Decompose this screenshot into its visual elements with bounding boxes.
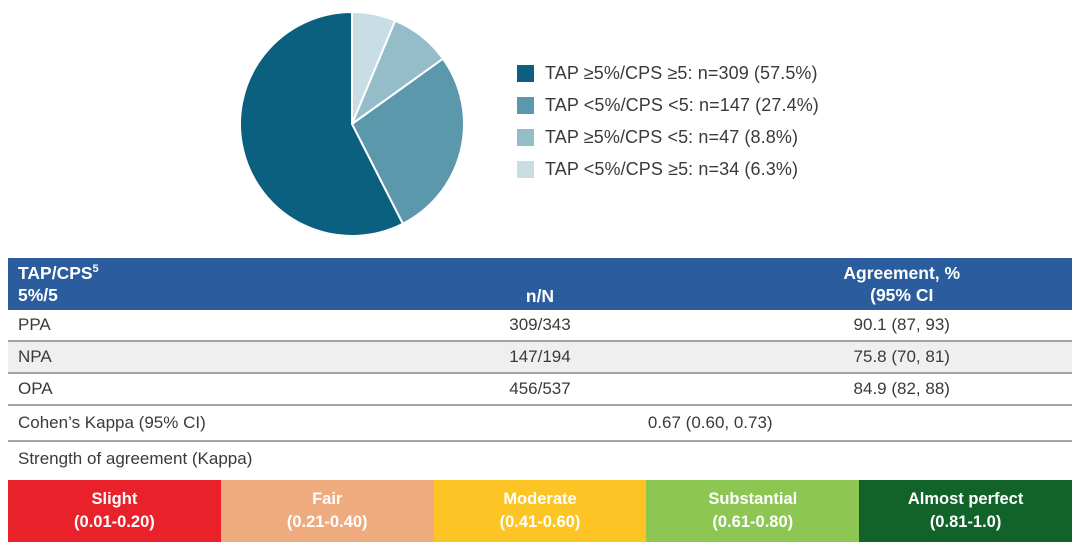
- scale-label: Almost perfect: [907, 489, 1024, 508]
- kappa-scale-bar: Slight (0.01-0.20) Fair (0.21-0.40) Mode…: [8, 480, 1072, 542]
- legend-swatch-icon: [517, 96, 534, 114]
- row-nN: 456/537: [509, 379, 571, 398]
- header-agreement-line2: (95% CI: [870, 284, 934, 305]
- strength-of-agreement-row: Strength of agreement (Kappa): [8, 442, 1072, 476]
- scale-range: (0.21-0.40): [286, 513, 368, 531]
- scale-segment-slight: Slight (0.01-0.20): [8, 480, 221, 542]
- pie-chart: [238, 10, 465, 237]
- legend-item: TAP <5%/CPS <5: n=147 (27.4%): [517, 89, 819, 121]
- header-threshold-text: 5%/5: [18, 284, 58, 305]
- scale-segment-substantial: Substantial (0.61-0.80): [646, 480, 860, 542]
- table-row: NPA 147/194 75.8 (70, 81): [8, 342, 1072, 374]
- kappa-value: 0.67 (0.60, 0.73): [647, 413, 773, 432]
- row-label: PPA: [18, 315, 51, 334]
- header-col-nN: n/N: [525, 285, 555, 306]
- kappa-label: Cohen’s Kappa (95% CI): [18, 413, 206, 432]
- table-header: TAP/CPS5 5%/5 n/N Agreement, % (95% CI: [8, 258, 1072, 310]
- scale-label: Slight: [91, 489, 138, 508]
- legend-swatch-icon: [517, 128, 534, 146]
- legend-item: TAP ≥5%/CPS ≥5: n=309 (57.5%): [517, 57, 819, 89]
- legend-item: TAP <5%/CPS ≥5: n=34 (6.3%): [517, 153, 819, 185]
- row-nN: 309/343: [509, 315, 571, 334]
- header-col-tap-cps: TAP/CPS5 5%/5: [8, 258, 348, 312]
- legend-swatch-icon: [517, 64, 534, 82]
- table-row: PPA 309/343 90.1 (87, 93): [8, 310, 1072, 342]
- agreement-table: TAP/CPS5 5%/5 n/N Agreement, % (95% CI P…: [8, 258, 1072, 476]
- scale-segment-moderate: Moderate (0.41-0.60): [433, 480, 647, 542]
- row-nN: 147/194: [509, 347, 571, 366]
- header-footnote-sup: 5: [92, 263, 99, 276]
- scale-segment-almost-perfect: Almost perfect (0.81-1.0): [859, 480, 1072, 542]
- legend-label: TAP <5%/CPS <5: n=147 (27.4%): [545, 94, 819, 115]
- row-label: OPA: [18, 379, 53, 398]
- header-col-agreement: Agreement, % (95% CI: [732, 258, 1072, 312]
- strength-label: Strength of agreement (Kappa): [18, 449, 253, 468]
- legend-label: TAP ≥5%/CPS ≥5: n=309 (57.5%): [545, 62, 818, 83]
- scale-label: Fair: [312, 489, 343, 508]
- scale-label: Substantial: [708, 489, 798, 508]
- scale-label: Moderate: [503, 489, 577, 508]
- pie-slice: [350, 57, 465, 226]
- legend-item: TAP ≥5%/CPS <5: n=47 (8.8%): [517, 121, 819, 153]
- scale-range: (0.61-0.80): [712, 513, 794, 531]
- table-row: OPA 456/537 84.9 (82, 88): [8, 374, 1072, 406]
- row-agreement: 90.1 (87, 93): [853, 315, 950, 334]
- scale-segment-fair: Fair (0.21-0.40): [220, 480, 434, 542]
- legend-label: TAP ≥5%/CPS <5: n=47 (8.8%): [545, 126, 799, 147]
- scale-range: (0.01-0.20): [74, 513, 155, 531]
- legend-label: TAP <5%/CPS ≥5: n=34 (6.3%): [545, 158, 799, 179]
- scale-range: (0.41-0.60): [499, 513, 581, 531]
- pie-slice: [238, 10, 405, 237]
- pie-chart-wrap: [236, 8, 468, 240]
- row-agreement: 84.9 (82, 88): [853, 379, 950, 398]
- row-agreement: 75.8 (70, 81): [853, 347, 950, 366]
- row-label: NPA: [18, 347, 52, 366]
- legend-swatch-icon: [517, 160, 534, 178]
- scale-range: (0.81-1.0): [929, 513, 1002, 531]
- header-tap-cps-text: TAP/CPS: [18, 263, 93, 283]
- cohens-kappa-row: Cohen’s Kappa (95% CI) 0.67 (0.60, 0.73): [8, 406, 1072, 442]
- header-agreement-line1: Agreement, %: [843, 263, 961, 283]
- pie-legend: TAP ≥5%/CPS ≥5: n=309 (57.5%) TAP <5%/CP…: [517, 57, 819, 185]
- pie-section: TAP ≥5%/CPS ≥5: n=309 (57.5%) TAP <5%/CP…: [0, 0, 1080, 252]
